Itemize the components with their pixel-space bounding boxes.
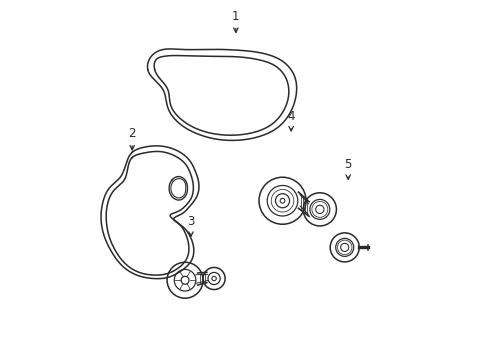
Text: 1: 1 xyxy=(232,10,239,32)
Text: 5: 5 xyxy=(344,158,351,179)
Text: 4: 4 xyxy=(287,110,294,131)
Text: 3: 3 xyxy=(187,215,194,236)
Text: 2: 2 xyxy=(128,127,136,150)
